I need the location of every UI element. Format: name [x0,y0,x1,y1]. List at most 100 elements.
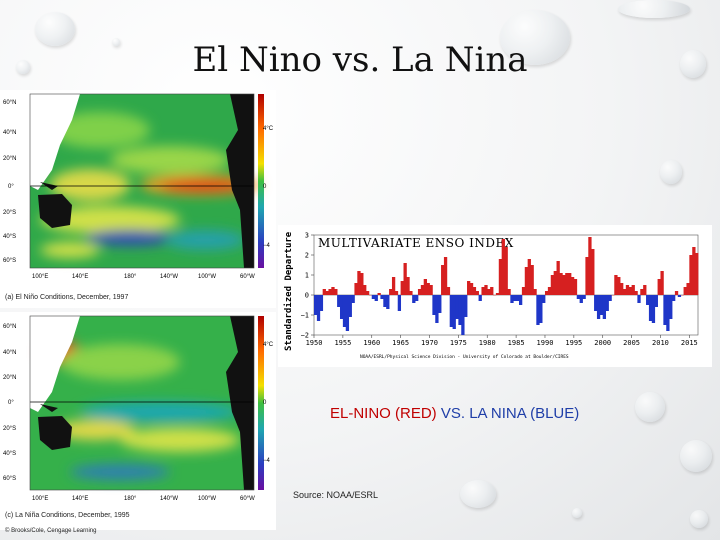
positive-bar [360,273,364,295]
positive-bar [631,285,635,295]
negative-bar [374,295,378,301]
negative-bar [637,295,641,303]
positive-bar [409,291,413,295]
negative-bar [599,295,604,315]
negative-bar [576,295,581,299]
positive-bar [469,283,474,295]
positive-bar [640,289,644,295]
lon-label: 100°E [32,274,48,280]
x-tick-label: 2010 [652,339,669,347]
negative-bar [345,295,350,331]
y-tick-label: 1 [305,272,309,280]
positive-bar [643,285,647,295]
copyright-credit: © Brooks/Cole, Cengage Learning [5,528,97,534]
negative-bar [412,295,416,303]
scale-label: 0 [263,400,267,406]
positive-bar [660,271,664,295]
la-nina-label: LA NINA (BLUE) [469,405,580,422]
water-drop-decoration [112,38,120,46]
negative-bar [380,295,384,299]
x-tick-label: 1965 [392,339,409,347]
positive-bar [547,287,552,295]
lon-label: 140°W [160,496,178,502]
y-axis-label: Standardized Departure [283,231,294,351]
scale-label: −4 [263,458,271,464]
lon-label: 100°W [198,274,216,280]
lon-label: 100°E [32,496,48,502]
x-tick-label: 1970 [421,339,438,347]
chart-bars [314,237,699,335]
negative-bar [435,295,439,323]
negative-bar [672,295,676,301]
lon-label: 140°E [72,274,88,280]
lon-label: 180° [124,496,137,502]
x-tick-label: 2005 [623,339,640,347]
negative-bar [415,295,419,301]
negative-bar [536,295,540,325]
y-tick-label: 3 [305,232,309,240]
positive-bar [498,259,503,295]
water-drop-decoration [635,392,665,422]
positive-bar [490,287,494,295]
lon-label: 140°W [160,274,178,280]
positive-bar [628,287,632,295]
positive-bar [441,265,445,295]
negative-bar [677,295,682,297]
negative-bar [510,295,514,303]
x-tick-label: 1950 [306,339,323,347]
temperature-color-scale [258,316,264,490]
positive-bar [481,287,485,295]
water-drop-decoration [16,60,30,74]
negative-bar [513,295,517,301]
negative-bar [596,295,601,319]
positive-bar [695,253,699,295]
scale-label: 4°C [263,342,274,348]
water-drop-decoration [690,510,708,528]
negative-bar [339,295,344,319]
positive-bar [692,247,696,295]
water-drop-decoration [680,440,712,472]
negative-bar [539,295,543,323]
positive-bar [426,283,430,295]
positive-bar [686,283,690,295]
x-tick-label: 2000 [594,339,611,347]
positive-bar [674,291,679,295]
sea-surface-temperature-field [29,315,255,491]
positive-bar [559,273,563,295]
lon-label: 60°W [240,274,255,280]
water-drop-decoration [660,160,682,184]
lat-label: 40°S [3,451,16,457]
lat-label: 60°N [3,100,16,106]
chart-ticks: −2 −1 0 1 2 3 1950 1955 1960 1965 1970 1975 1980 1985… [301,232,698,348]
negative-bar [348,295,352,317]
positive-bar [553,271,557,295]
negative-bar [669,295,673,319]
negative-bar [582,295,586,299]
positive-bar [550,275,555,295]
lat-label: 0° [8,400,14,406]
positive-bar [689,255,693,295]
positive-bar [585,257,589,295]
negative-bar [455,295,459,319]
x-tick-label: 1990 [537,339,554,347]
positive-bar [573,279,578,295]
positive-bar [391,277,396,295]
positive-bar [504,247,508,295]
negative-bar [461,295,465,335]
negative-bar [432,295,436,315]
water-drop-decoration [500,10,570,65]
negative-bar [654,295,658,307]
water-drop-decoration [680,50,706,78]
lat-label: 40°S [3,234,16,240]
positive-bar [394,291,399,295]
positive-bar [331,287,335,295]
negative-bar [663,295,667,325]
lon-label: 60°W [240,496,255,502]
negative-bar [602,295,607,319]
positive-bar [617,277,621,295]
positive-bar [527,259,531,295]
lat-label: 40°N [3,350,16,356]
positive-bar [423,279,428,295]
negative-bar [383,295,387,307]
positive-bar [443,257,448,295]
